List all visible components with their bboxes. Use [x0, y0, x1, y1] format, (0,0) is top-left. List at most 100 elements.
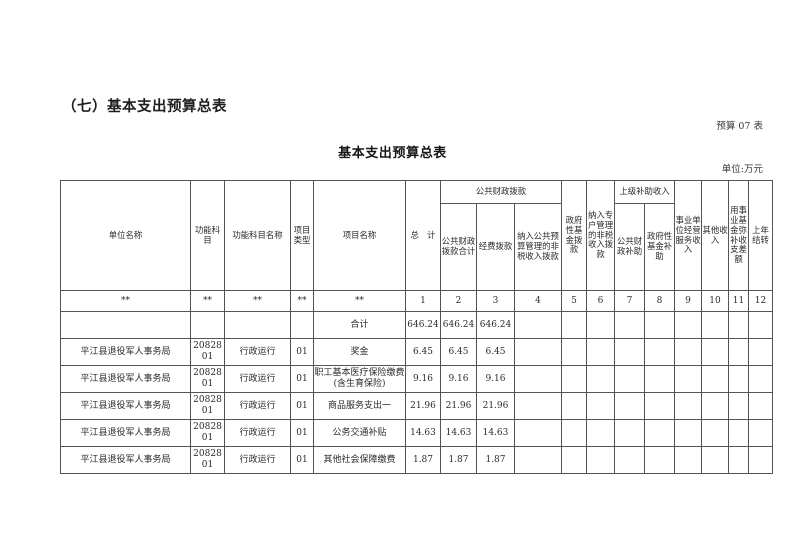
- cell-business-income: [674, 365, 703, 393]
- cell-other-income: [701, 338, 730, 366]
- column-number-10: 10: [701, 290, 730, 312]
- cell-unit-name: 平江县退役军人事务局: [60, 365, 191, 393]
- cell-function-subject: 2082801: [190, 392, 225, 420]
- cell-sup-gov-fund: [644, 311, 676, 339]
- cell-pf-funding: 14.63: [476, 419, 515, 447]
- col-header-unit-name: 单位名称: [60, 180, 191, 291]
- marker-project-type: **: [290, 290, 314, 312]
- col-header-sup-gov-fund: 政府性基金补助: [644, 203, 676, 291]
- col-header-total: 总 计: [405, 180, 441, 291]
- cell-business-income: [674, 392, 703, 420]
- cell-fund-offset: [728, 446, 750, 474]
- cell-fund-offset: [728, 311, 750, 339]
- column-number-6: 6: [586, 290, 616, 312]
- header-row-sub: 公共财政拨款合计 经费拨款 纳入公共预算管理的非税收入拨款 公共财政补助 政府性…: [61, 203, 773, 291]
- cell-project-type: 01: [290, 446, 314, 474]
- cell-unit-name: 平江县退役军人事务局: [60, 419, 191, 447]
- cell-project-name: 公务交通补贴: [313, 419, 406, 447]
- cell-total: 21.96: [405, 392, 441, 420]
- cell-prev-carryover: [748, 311, 774, 339]
- cell-sup-gov-fund: [644, 338, 676, 366]
- column-number-2: 2: [440, 290, 477, 312]
- cell-gov-fund: [561, 392, 588, 420]
- cell-prev-carryover: [748, 419, 774, 447]
- marker-function-name: **: [224, 290, 291, 312]
- column-number-3: 3: [476, 290, 515, 312]
- col-header-sup-pf-subsidy: 公共财政补助: [614, 203, 646, 291]
- cell-special-account: [586, 311, 616, 339]
- cell-unit-name: [60, 311, 191, 339]
- cell-other-income: [701, 446, 730, 474]
- col-header-special-account: 纳入专户管理的非税收入拨款: [586, 180, 616, 291]
- cell-business-income: [674, 338, 703, 366]
- cell-business-income: [674, 419, 703, 447]
- col-header-other-income: 其他收入: [701, 180, 730, 291]
- cell-other-income: [701, 419, 730, 447]
- table-row: 平江县退役军人事务局 2082801 行政运行 01 奖金 6.45 6.45 …: [60, 338, 774, 366]
- cell-total: 646.24: [405, 311, 441, 339]
- cell-pf-funding: 646.24: [476, 311, 515, 339]
- cell-total: 14.63: [405, 419, 441, 447]
- col-header-pf-funding: 经费拨款: [476, 203, 515, 291]
- cell-sup-gov-fund: [644, 419, 676, 447]
- cell-sup-pf-subsidy: [614, 311, 646, 339]
- column-number-5: 5: [561, 290, 588, 312]
- cell-prev-carryover: [748, 392, 774, 420]
- cell-function-name: [224, 311, 291, 339]
- column-number-8: 8: [644, 290, 676, 312]
- unit-note: 单位:万元: [721, 164, 763, 175]
- cell-business-income: [674, 446, 703, 474]
- cell-pf-nontax: [513, 338, 563, 366]
- cell-business-income: [674, 311, 703, 339]
- cell-special-account: [586, 338, 616, 366]
- column-marker-row: ** ** ** ** ** 1 2 3 4 5 6 7 8 9 10 11 1: [60, 290, 774, 312]
- cell-special-account: [586, 392, 616, 420]
- cell-fund-offset: [728, 338, 750, 366]
- cell-pf-total: 14.63: [440, 419, 477, 447]
- cell-other-income: [701, 365, 730, 393]
- col-header-project-type: 项目类型: [290, 180, 314, 291]
- cell-sup-pf-subsidy: [614, 338, 646, 366]
- cell-special-account: [586, 365, 616, 393]
- cell-gov-fund: [561, 338, 588, 366]
- cell-sup-pf-subsidy: [614, 446, 646, 474]
- cell-sup-gov-fund: [644, 446, 676, 474]
- table-row: 平江县退役军人事务局 2082801 行政运行 01 商品服务支出一 21.96…: [60, 392, 774, 420]
- cell-function-subject: 2082801: [190, 446, 225, 474]
- page-title: 基本支出预算总表: [338, 146, 447, 161]
- cell-project-type: 01: [290, 365, 314, 393]
- cell-sup-gov-fund: [644, 392, 676, 420]
- section-title: （七）基本支出预算总表: [62, 98, 227, 115]
- cell-project-name: 其他社会保障缴费: [313, 446, 406, 474]
- cell-pf-funding: 1.87: [476, 446, 515, 474]
- column-number-7: 7: [614, 290, 646, 312]
- cell-project-name: 奖金: [313, 338, 406, 366]
- table-row: 平江县退役军人事务局 2082801 行政运行 01 职工基本医疗保险缴费(含生…: [60, 365, 774, 393]
- cell-function-subject: [190, 311, 225, 339]
- table-row-total: 合计 646.24 646.24 646.24: [60, 311, 774, 339]
- cell-project-type: 01: [290, 338, 314, 366]
- marker-function-subject: **: [190, 290, 225, 312]
- col-header-business-income: 事业单位经营服务收入: [674, 180, 703, 291]
- form-number: 预算 07 表: [716, 121, 763, 132]
- cell-pf-nontax: [513, 419, 563, 447]
- cell-total: 9.16: [405, 365, 441, 393]
- cell-fund-offset: [728, 365, 750, 393]
- column-number-12: 12: [748, 290, 774, 312]
- budget-table-wrapper: 单位名称 功能科目 功能科目名称 项目类型 项目名称 总 计 公共财政拨款 政府…: [60, 180, 774, 474]
- cell-total: 1.87: [405, 446, 441, 474]
- cell-pf-nontax: [513, 365, 563, 393]
- budget-table: 单位名称 功能科目 功能科目名称 项目类型 项目名称 总 计 公共财政拨款 政府…: [60, 180, 774, 474]
- cell-project-name: 商品服务支出一: [313, 392, 406, 420]
- table-header: 单位名称 功能科目 功能科目名称 项目类型 项目名称 总 计 公共财政拨款 政府…: [60, 180, 774, 291]
- cell-project-type: [290, 311, 314, 339]
- marker-project-name: **: [313, 290, 406, 312]
- cell-gov-fund: [561, 419, 588, 447]
- col-header-function-subject: 功能科目: [190, 180, 225, 291]
- cell-gov-fund: [561, 311, 588, 339]
- cell-function-name: 行政运行: [224, 365, 291, 393]
- cell-prev-carryover: [748, 338, 774, 366]
- cell-unit-name: 平江县退役军人事务局: [60, 392, 191, 420]
- col-header-project-name: 项目名称: [313, 180, 406, 291]
